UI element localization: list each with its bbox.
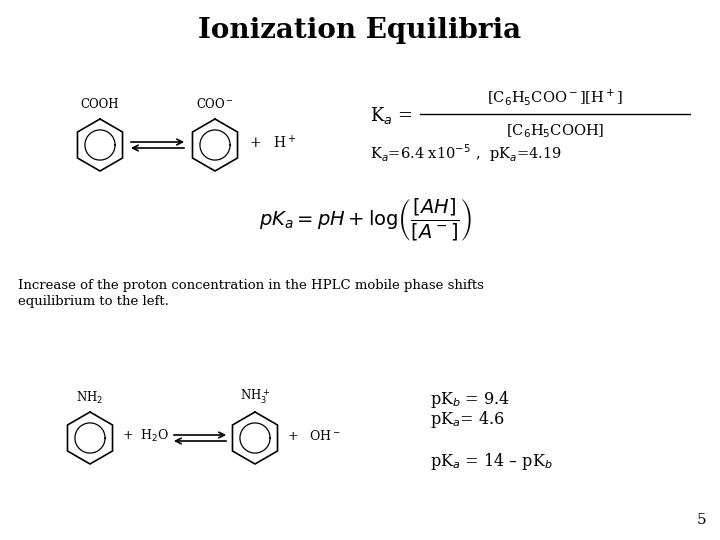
Text: K$_a$ =: K$_a$ = bbox=[370, 105, 413, 125]
Text: COOH: COOH bbox=[81, 98, 120, 111]
Text: COO$^-$: COO$^-$ bbox=[196, 97, 234, 111]
Text: pK$_a$ = 14 – pK$_b$: pK$_a$ = 14 – pK$_b$ bbox=[430, 451, 553, 472]
Text: NH$_2$: NH$_2$ bbox=[76, 390, 104, 406]
Text: pK$_b$ = 9.4: pK$_b$ = 9.4 bbox=[430, 389, 510, 410]
Text: K$_a$=6.4 x10$^{-5}$ ,  pK$_a$=4.19: K$_a$=6.4 x10$^{-5}$ , pK$_a$=4.19 bbox=[370, 142, 562, 164]
Text: [C$_6$H$_5$COOH]: [C$_6$H$_5$COOH] bbox=[506, 122, 604, 140]
Text: pK$_a$= 4.6: pK$_a$= 4.6 bbox=[430, 409, 505, 430]
Text: 5: 5 bbox=[696, 513, 706, 527]
Text: NH$_3^+$: NH$_3^+$ bbox=[240, 387, 270, 406]
Text: [C$_6$H$_5$COO$^-$][H$^+$]: [C$_6$H$_5$COO$^-$][H$^+$] bbox=[487, 87, 623, 107]
Text: +   H$^+$: + H$^+$ bbox=[249, 134, 297, 152]
Text: equilibrium to the left.: equilibrium to the left. bbox=[18, 295, 169, 308]
Text: Increase of the proton concentration in the HPLC mobile phase shifts: Increase of the proton concentration in … bbox=[18, 279, 484, 292]
Text: +  H$_2$O: + H$_2$O bbox=[122, 428, 169, 444]
Text: +   OH$^-$: + OH$^-$ bbox=[287, 429, 341, 443]
Text: Ionization Equilibria: Ionization Equilibria bbox=[199, 17, 521, 44]
Text: $pK_a = pH + \log\!\left(\dfrac{[AH]}{[A^-]}\right)$: $pK_a = pH + \log\!\left(\dfrac{[AH]}{[A… bbox=[258, 197, 472, 243]
